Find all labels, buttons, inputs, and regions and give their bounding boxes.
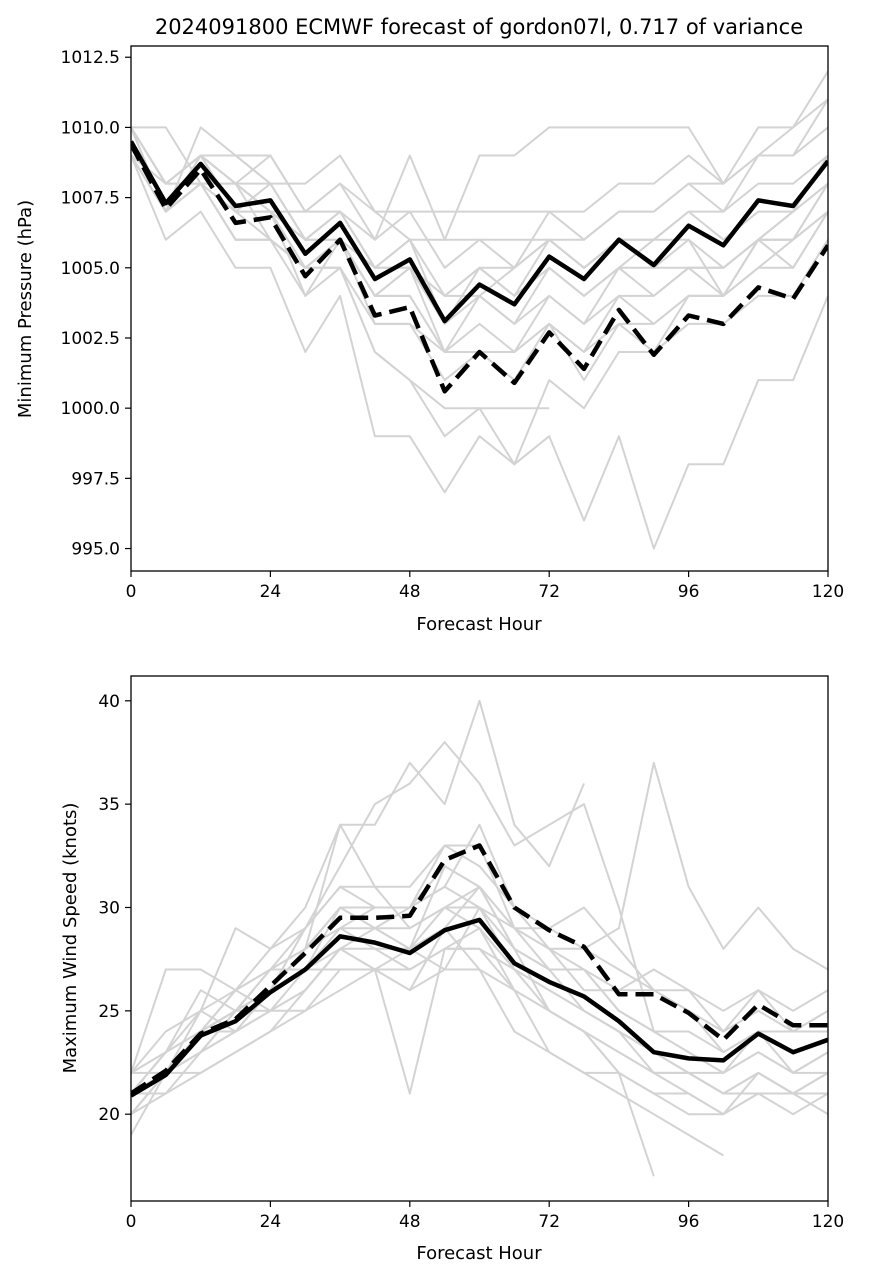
wind-y-tick-label-1: 25 [98,1002,120,1022]
wind-ensemble-member-line-8 [131,823,828,1095]
pressure-ensemble-member-line-16 [131,154,828,297]
pressure-panel: Forecast Hour Minimum Pressure (hPa) 0 24… [15,45,844,635]
wind-mean-line [131,917,828,1098]
pressure-ensemble-member-line-14 [131,154,828,325]
pressure-y-axis-label: Minimum Pressure (hPa) [15,200,36,418]
wind-y-axis-label: Maximum Wind Speed (knots) [60,803,81,1074]
pressure-x-tick-label-1: 24 [260,582,282,602]
wind-axes-frame [130,675,829,1202]
wind-y-tick-label-4: 40 [98,692,120,712]
pressure-series-group [131,70,828,550]
pressure-ensemble-member-line-9 [131,154,828,269]
wind-series-group [131,699,828,1177]
wind-dashed-line [131,843,828,1096]
pressure-ensemble-member-line-13 [131,126,828,213]
pressure-y-tick-label-1: 997.5 [71,469,120,489]
wind-x-tick-label-4: 96 [678,1212,700,1232]
wind-ensemble-member-line-18 [131,906,828,1095]
pressure-y-tick-label-5: 1007.5 [61,189,120,209]
pressure-x-tick-label-3: 72 [538,582,560,602]
pressure-ensemble-member-line-15 [131,127,828,353]
pressure-x-tick-label-5: 120 [812,582,844,602]
pressure-x-axis-label: Forecast Hour [416,614,542,635]
pressure-mean-line [131,140,828,324]
wind-x-tick-label-0: 0 [126,1212,137,1232]
pressure-x-tick-label-4: 96 [678,582,700,602]
pressure-y-tick-label-0: 995.0 [71,540,120,560]
wind-panel: Forecast Hour Maximum Wind Speed (knots)… [60,675,844,1264]
pressure-dashed-line [131,143,828,394]
wind-x-tick-label-3: 72 [538,1212,560,1232]
wind-ensemble-member-line-13 [131,927,655,1177]
pressure-y-tick-label-6: 1010.0 [61,118,120,138]
wind-x-axis-label: Forecast Hour [416,1243,542,1264]
wind-ensemble-member-line-17 [131,968,828,1115]
wind-x-tick-label-1: 24 [260,1212,282,1232]
wind-y-tick-label-0: 20 [98,1105,120,1125]
wind-y-tick-label-2: 30 [98,898,120,918]
pressure-y-tick-label-3: 1002.5 [61,329,120,349]
pressure-ensemble-member-line-5 [131,155,828,550]
wind-x-tick-label-5: 120 [812,1212,844,1232]
pressure-y-tick-label-4: 1005.0 [61,259,120,279]
pressure-axes-frame [130,45,829,572]
pressure-y-tick-label-2: 1000.0 [61,399,120,419]
wind-y-tick-label-3: 35 [98,795,120,815]
pressure-x-tick-label-2: 48 [399,582,421,602]
chart-title: 2024091800 ECMWF forecast of gordon07l, … [155,15,803,39]
pressure-y-tick-label-7: 1012.5 [61,48,120,68]
wind-x-tick-label-2: 48 [399,1212,421,1232]
pressure-x-tick-label-0: 0 [126,582,137,602]
